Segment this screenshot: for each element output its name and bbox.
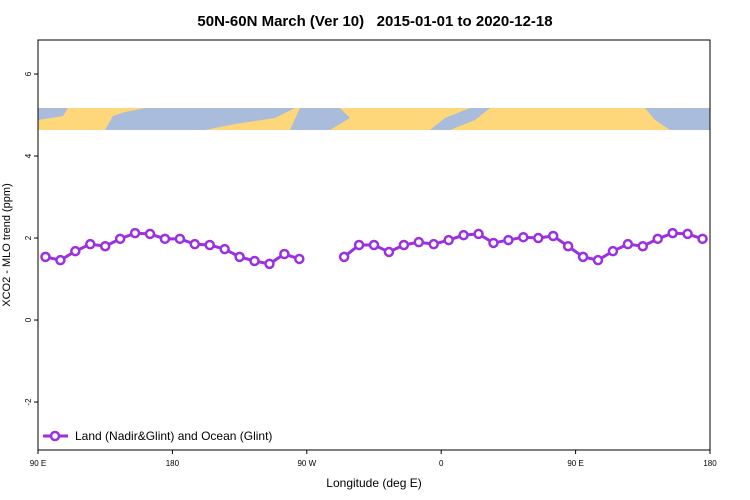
x-tick-label: 90 E <box>30 459 46 468</box>
data-point <box>234 251 245 263</box>
data-point <box>562 240 574 252</box>
data-point <box>368 239 380 251</box>
chart-title: 50N-60N March (Ver 10) 2015-01-01 to 202… <box>197 13 552 30</box>
data-point <box>592 254 604 266</box>
data-point <box>264 258 275 270</box>
x-tick-label: 0 <box>439 459 444 468</box>
data-point <box>55 254 66 266</box>
data-point <box>144 228 156 240</box>
y-tick-label: 4 <box>24 153 33 158</box>
x-tick-label: 180 <box>703 459 717 468</box>
data-point <box>353 239 365 251</box>
data-point <box>174 233 186 245</box>
data-point <box>622 238 634 250</box>
x-axis-label: Longitude (deg E) <box>326 476 421 490</box>
data-point <box>667 227 678 239</box>
data-point <box>219 243 230 255</box>
data-point <box>607 245 619 257</box>
data-point <box>204 239 215 251</box>
data-point <box>398 239 410 251</box>
data-point <box>70 245 81 257</box>
ocean <box>38 108 68 120</box>
y-tick-label: 6 <box>24 71 33 76</box>
data-point <box>279 248 290 260</box>
data-point <box>697 233 708 245</box>
data-point <box>473 228 484 240</box>
series-line <box>45 231 300 266</box>
data-point <box>85 238 96 250</box>
legend-marker <box>49 430 61 442</box>
data-point <box>40 251 51 263</box>
ocean <box>645 108 710 130</box>
y-tick-label: 0 <box>24 317 33 322</box>
data-point <box>488 237 499 249</box>
data-point <box>652 233 663 245</box>
data-point <box>637 240 649 252</box>
data-point <box>99 240 111 252</box>
data-point <box>159 233 171 245</box>
plot-frame <box>37 39 711 451</box>
data-point <box>249 255 260 267</box>
ocean <box>105 108 295 130</box>
x-tick-label: 90 W <box>297 459 316 468</box>
data-point <box>114 233 126 245</box>
map-strip <box>38 108 710 130</box>
y-tick-label: -2 <box>24 398 33 406</box>
data-point <box>533 232 544 244</box>
data-point <box>458 229 469 241</box>
ocean <box>290 108 350 130</box>
data-point <box>189 238 201 250</box>
legend-label: Land (Nadir&Glint) and Ocean (Glint) <box>75 429 272 443</box>
data-point <box>518 231 529 243</box>
data-point <box>428 238 439 250</box>
data-point <box>682 228 693 240</box>
data-point <box>547 230 559 242</box>
data-point <box>129 227 141 239</box>
y-tick-label: 2 <box>24 235 33 240</box>
data-point <box>503 234 514 246</box>
ocean <box>430 108 490 130</box>
data-point <box>443 234 454 246</box>
x-tick-label: 180 <box>166 459 180 468</box>
data-point <box>383 246 395 258</box>
data-point <box>338 251 350 263</box>
y-axis-label: XCO2 - MLO trend (ppm) <box>1 183 13 306</box>
data-point <box>577 251 589 263</box>
data-point <box>294 253 305 265</box>
data-point <box>413 236 425 248</box>
x-tick-label: 90 E <box>567 459 583 468</box>
